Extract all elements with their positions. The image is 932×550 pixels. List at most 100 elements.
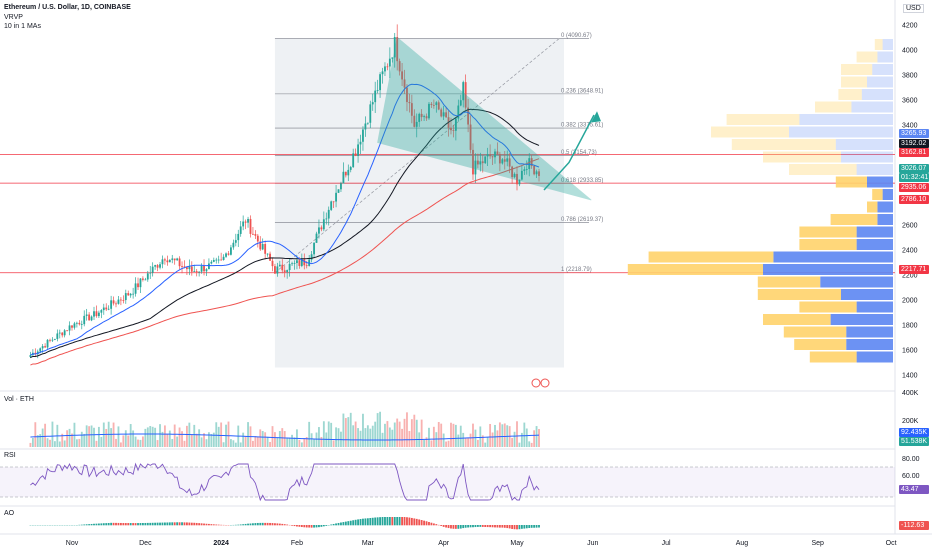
volume-bar	[159, 424, 161, 447]
volume-profile-up-bar	[763, 314, 831, 325]
ao-bar	[401, 517, 403, 526]
ao-bar	[259, 522, 262, 526]
candle-body	[100, 310, 103, 313]
price-tag-label: 3265.93	[899, 129, 929, 138]
candle-body	[442, 112, 445, 117]
candle-body	[198, 271, 201, 273]
volume-bar	[327, 421, 330, 447]
candle-body	[513, 173, 516, 178]
price-tick-label: 2600	[902, 223, 918, 230]
candle-body	[217, 259, 220, 261]
candle-body	[371, 102, 374, 105]
ao-bar	[489, 525, 492, 528]
rsi-value-tag: 43.47	[899, 485, 929, 494]
candle-body	[124, 293, 127, 301]
candle-body	[498, 153, 501, 164]
volume-bar	[496, 430, 499, 447]
indicator-mas[interactable]: 10 in 1 MAs	[4, 23, 41, 30]
ao-bar	[278, 523, 281, 526]
ao-bar	[410, 517, 413, 526]
candle-body	[467, 107, 470, 125]
fib-label: 0.5 (3154.73)	[561, 150, 597, 156]
volume-bar	[134, 436, 137, 447]
candle-body	[489, 154, 492, 157]
volume-bar	[256, 436, 259, 447]
ao-bar	[303, 525, 306, 528]
candle-body	[66, 330, 69, 332]
candle-body	[296, 260, 298, 264]
candle-body	[176, 258, 179, 261]
ao-bar	[425, 521, 428, 526]
volume-bar	[376, 413, 379, 447]
candle-body	[144, 279, 147, 281]
volume-bar	[244, 436, 247, 447]
volume-bar	[457, 434, 460, 447]
ao-bar	[498, 525, 501, 528]
ao-bar	[322, 525, 325, 527]
candle-body	[105, 307, 108, 310]
volume-bar	[212, 432, 215, 447]
volume-bar	[278, 431, 281, 447]
candle-body	[237, 233, 240, 241]
candle-body	[68, 325, 71, 331]
volume-profile-up-bar	[867, 201, 878, 213]
candle-body	[36, 351, 39, 355]
volume-profile-down-bar	[856, 301, 893, 313]
volume-bar	[406, 412, 408, 447]
candle-body	[281, 264, 284, 271]
volume-profile-up-bar	[648, 251, 774, 263]
currency-label[interactable]: USD	[903, 4, 924, 13]
candle-body	[474, 160, 477, 175]
volume-bar	[200, 437, 203, 447]
volume-bar	[127, 435, 130, 447]
volume-bar	[271, 426, 274, 447]
price-tick-label: 3400	[902, 123, 918, 130]
ao-bar	[261, 522, 264, 526]
ao-bar	[342, 522, 345, 526]
fib-label: 0 (4090.67)	[561, 33, 592, 39]
volume-bar	[313, 439, 315, 447]
volume-bar	[501, 424, 504, 447]
ao-bar	[398, 517, 401, 526]
indicator-vrvp[interactable]: VRVP	[4, 14, 23, 21]
candle-body	[264, 244, 267, 254]
candle-body	[420, 113, 423, 118]
fib-zone	[274, 38, 565, 368]
volume-bar	[472, 423, 474, 447]
volume-bar	[371, 425, 374, 447]
ao-bar	[428, 521, 430, 526]
ao-bar	[472, 525, 474, 528]
volume-bar	[195, 433, 198, 447]
volume-bar	[359, 430, 362, 447]
ao-bar	[110, 522, 113, 526]
ao-bar	[369, 517, 372, 526]
candle-body	[29, 355, 32, 358]
ao-bar	[212, 524, 215, 526]
ao-bar	[516, 525, 518, 530]
volume-bar	[46, 438, 49, 447]
candle-body	[61, 332, 64, 336]
volume-bar	[227, 421, 230, 447]
candle-body	[173, 258, 176, 261]
volume-bar	[408, 431, 411, 447]
ao-bar	[163, 522, 166, 526]
candle-body	[491, 156, 494, 158]
candle-body	[127, 293, 130, 296]
candle-body	[288, 263, 291, 271]
volume-bar	[166, 433, 169, 447]
candle-body	[271, 260, 274, 267]
candle-body	[188, 266, 191, 270]
volume-bar	[310, 433, 313, 447]
ao-bar	[494, 525, 496, 528]
candle-body	[163, 259, 166, 261]
ao-bar	[528, 525, 531, 529]
candle-body	[34, 352, 37, 355]
ao-bar	[237, 524, 240, 526]
volume-bar	[274, 432, 276, 447]
us-flag-icon	[531, 378, 541, 388]
ao-bar	[83, 524, 86, 526]
volume-bar	[413, 414, 416, 447]
candle-body	[406, 87, 408, 103]
volume-bar	[511, 437, 514, 447]
